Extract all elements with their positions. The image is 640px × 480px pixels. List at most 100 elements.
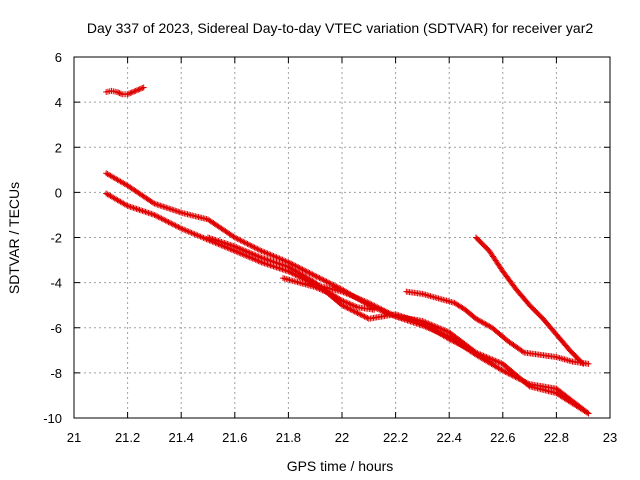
x-tick-label: 21.2 xyxy=(115,430,140,445)
data-point-marker xyxy=(279,261,286,268)
data-point-marker xyxy=(361,313,368,320)
data-point-marker xyxy=(349,293,356,300)
data-point-marker xyxy=(333,283,340,290)
data-point-marker xyxy=(344,291,351,298)
data-point-marker xyxy=(132,205,139,212)
data-point-marker xyxy=(377,305,384,312)
x-axis-label: GPS time / hours xyxy=(287,458,394,474)
data-point-marker xyxy=(224,241,231,248)
data-point-marker xyxy=(347,306,354,313)
data-point-marker xyxy=(417,319,424,326)
data-point-marker xyxy=(374,304,381,311)
data-point-marker xyxy=(251,251,258,258)
data-point-marker xyxy=(255,246,262,253)
y-tick-label: -10 xyxy=(43,411,62,426)
data-point-marker xyxy=(493,358,500,365)
data-point-marker xyxy=(346,300,353,307)
x-tick-label: 21.4 xyxy=(169,430,194,445)
x-tick-label: 21.6 xyxy=(222,430,247,445)
data-point-marker xyxy=(322,277,329,284)
data-point-marker xyxy=(158,203,165,210)
data-point-marker xyxy=(138,207,144,214)
data-point-marker xyxy=(323,278,330,285)
data-point-marker xyxy=(113,88,120,95)
data-point-marker xyxy=(218,239,225,246)
data-point-marker xyxy=(354,310,361,317)
data-point-marker xyxy=(327,280,334,287)
data-point-marker xyxy=(127,90,134,97)
data-point-marker xyxy=(257,254,264,261)
data-point-marker xyxy=(458,342,465,349)
data-point-marker xyxy=(410,317,417,324)
x-tick-label: 23 xyxy=(603,430,617,445)
data-point-marker xyxy=(273,254,280,261)
data-point-marker xyxy=(221,240,228,247)
data-point-marker xyxy=(239,246,246,253)
data-point-marker xyxy=(155,202,162,209)
data-point-marker xyxy=(349,301,356,308)
data-point-marker xyxy=(258,254,265,261)
data-point-marker xyxy=(352,294,359,301)
data-point-marker xyxy=(484,354,491,361)
data-point-marker xyxy=(234,244,241,251)
data-point-marker xyxy=(318,286,325,293)
data-point-marker xyxy=(317,275,324,282)
data-point-marker xyxy=(358,296,365,303)
y-tick-label: -4 xyxy=(50,276,62,291)
data-point-marker xyxy=(359,297,366,304)
data-point-marker xyxy=(255,253,262,260)
data-point-marker xyxy=(240,238,247,245)
data-point-marker xyxy=(178,225,185,232)
data-point-marker xyxy=(128,89,135,96)
y-tick-label: -2 xyxy=(50,231,62,246)
data-point-marker xyxy=(179,226,186,233)
data-point-marker xyxy=(193,231,200,238)
data-point-marker xyxy=(378,306,385,313)
data-point-marker xyxy=(300,267,307,274)
data-point-marker xyxy=(197,233,204,240)
data-point-marker xyxy=(269,252,276,259)
data-point-marker xyxy=(490,357,497,364)
x-tick-label: 21 xyxy=(67,430,81,445)
data-point-marker xyxy=(164,205,171,212)
data-point-marker xyxy=(160,203,167,210)
data-point-marker xyxy=(202,235,209,242)
data-point-marker xyxy=(468,347,475,354)
data-point-marker xyxy=(339,288,345,295)
data-point-marker xyxy=(157,202,164,209)
data-point-marker xyxy=(392,311,399,318)
data-point-marker xyxy=(324,279,331,286)
data-point-marker xyxy=(273,259,280,266)
data-point-marker xyxy=(280,262,287,269)
data-point-marker xyxy=(248,250,255,257)
data-point-marker xyxy=(139,85,146,92)
data-point-marker xyxy=(124,91,131,98)
data-point-marker xyxy=(279,256,286,263)
data-point-marker xyxy=(240,247,247,254)
data-point-marker xyxy=(126,203,133,210)
data-point-marker xyxy=(168,220,175,227)
data-point-marker xyxy=(154,213,161,220)
data-point-marker xyxy=(172,222,179,229)
data-point-marker xyxy=(245,249,252,256)
data-point-marker xyxy=(339,297,345,304)
data-point-marker xyxy=(450,338,457,345)
data-point-marker xyxy=(449,337,456,344)
data-point-marker xyxy=(309,271,316,278)
data-point-marker xyxy=(496,359,503,366)
data-point-marker xyxy=(504,369,511,376)
data-point-marker xyxy=(263,256,270,263)
data-point-marker xyxy=(471,348,478,355)
data-point-marker xyxy=(165,219,172,226)
data-point-marker xyxy=(146,210,153,217)
data-point-marker xyxy=(470,348,477,355)
data-point-marker xyxy=(293,263,300,270)
data-point-marker xyxy=(315,274,322,281)
data-point-marker xyxy=(312,284,319,291)
data-point-marker xyxy=(499,367,506,374)
data-point-marker xyxy=(362,314,369,321)
series-arc-e xyxy=(280,275,378,313)
data-point-marker xyxy=(251,244,258,251)
data-point-marker xyxy=(320,287,327,294)
data-point-marker xyxy=(154,201,161,208)
